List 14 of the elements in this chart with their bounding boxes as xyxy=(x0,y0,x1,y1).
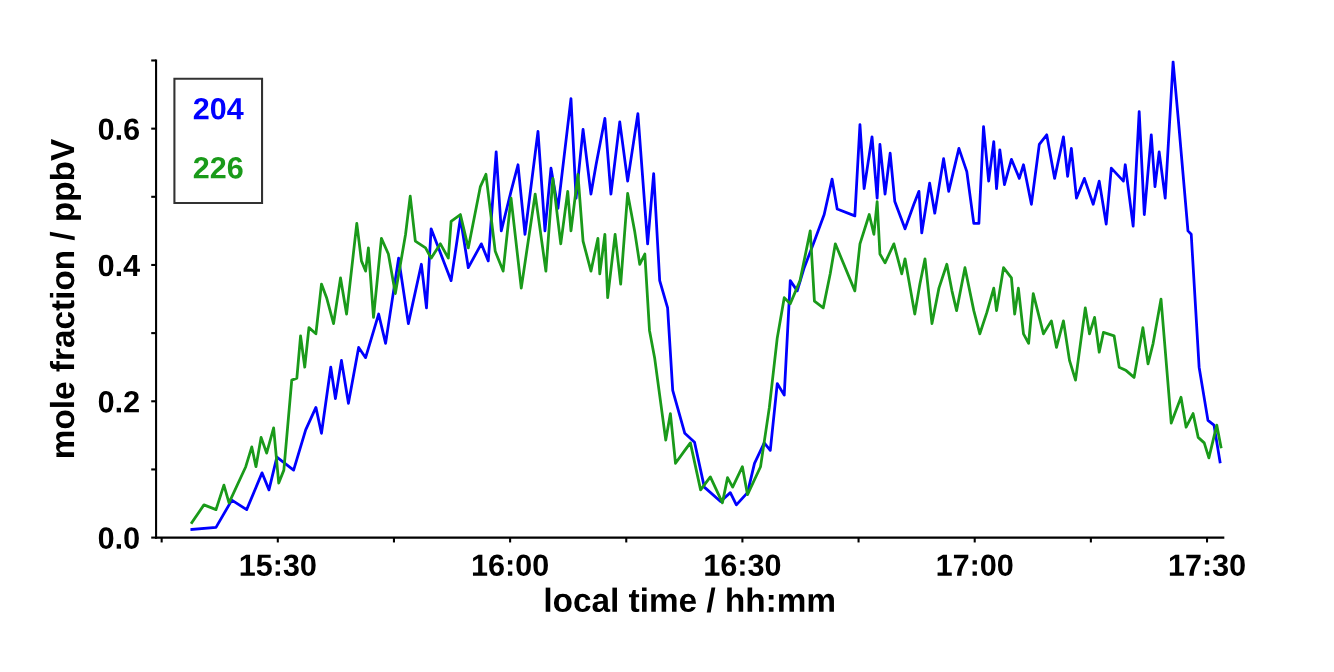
x-tick-label: 15:30 xyxy=(240,554,316,577)
text: 226 xyxy=(193,156,243,179)
y-tick-label: 0.4 xyxy=(98,254,140,277)
text: 204 xyxy=(193,97,244,120)
y-tick-label: 0.6 xyxy=(98,118,140,141)
x-tick-label: 16:30 xyxy=(705,554,781,577)
y-tick-label: 0.0 xyxy=(98,527,139,549)
x-tick-label: 17:30 xyxy=(1169,554,1245,577)
x-axis-title: local time / hh:mm xyxy=(545,587,834,613)
x-tick-label: 17:00 xyxy=(937,554,1013,577)
y-axis-title: mole fraction / ppbV xyxy=(49,139,81,458)
y-tick-label: 0.2 xyxy=(98,391,139,413)
line-series xyxy=(190,60,1222,531)
x-tick-label: 16:00 xyxy=(472,554,548,577)
